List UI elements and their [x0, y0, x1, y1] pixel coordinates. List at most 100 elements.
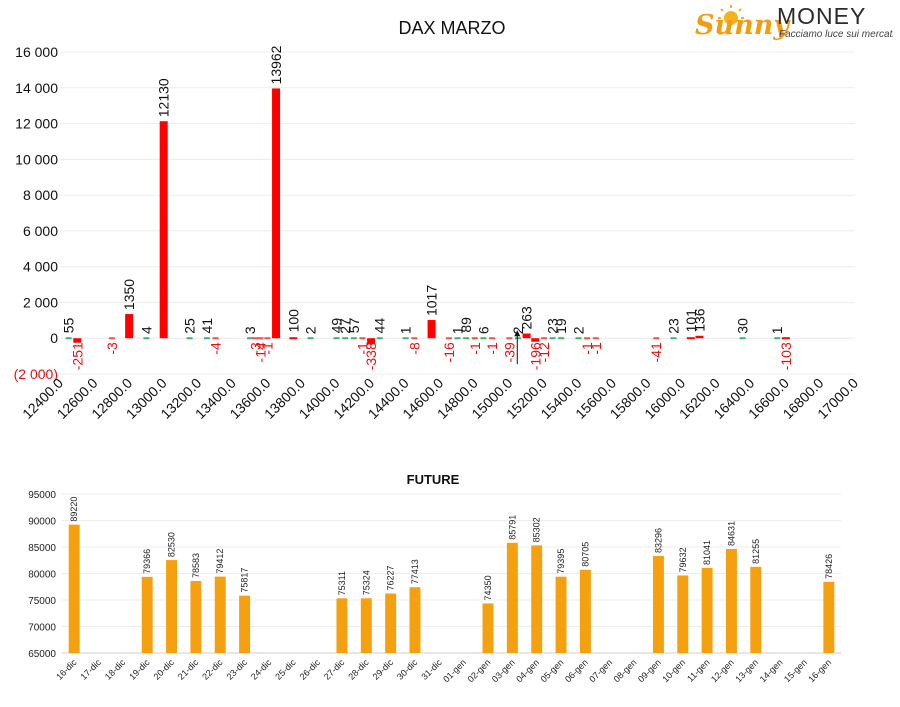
bar	[463, 337, 470, 340]
x-tick-label: 25-dic	[273, 657, 298, 682]
data-label: 30	[735, 318, 751, 334]
data-label: 25	[182, 318, 198, 334]
bar	[272, 88, 281, 339]
data-label: -1	[579, 342, 595, 355]
data-label: 2	[510, 326, 526, 334]
bar	[342, 337, 349, 340]
y-tick-label: 10 000	[15, 151, 58, 167]
bottom-gridlines	[62, 493, 841, 654]
x-tick-label: 27-dic	[322, 657, 347, 682]
bar	[247, 337, 254, 340]
data-label: -1	[354, 342, 370, 355]
bottom-y-axis: 65000 70000 75000 80000 85000 90000 95000	[28, 490, 56, 660]
data-label: 85791	[507, 515, 517, 540]
bar	[445, 337, 452, 340]
data-label: -1	[467, 342, 483, 355]
bottom-bars	[68, 524, 835, 653]
bar	[471, 337, 478, 340]
data-label: -103	[778, 342, 794, 370]
bar	[774, 337, 781, 340]
data-label: 83296	[653, 528, 663, 553]
bar	[239, 595, 251, 653]
x-tick-label: 18-dic	[103, 657, 128, 682]
data-label: -16	[441, 342, 457, 362]
data-label: 6	[475, 326, 491, 334]
bar	[264, 337, 271, 340]
y-tick-label: 4 000	[23, 259, 58, 275]
data-label: 263	[519, 306, 535, 330]
bottom-data-labels: 89220 79366 82530 78583 79412 75817 75311 75324…	[69, 497, 834, 601]
data-label: 2	[570, 326, 586, 334]
data-label: 82530	[167, 532, 177, 557]
y-tick-label: 70000	[28, 623, 56, 634]
data-label: 75324	[361, 570, 371, 595]
logo-tagline: Facciamo luce sui mercati	[779, 29, 893, 40]
data-label: 76227	[386, 565, 396, 590]
bar	[212, 337, 219, 340]
bar	[686, 337, 695, 340]
bar	[506, 542, 518, 653]
bar	[166, 560, 178, 653]
top-y-axis: (2 000) 0 2 000 4 000 6 000 8 000 10 000 12 000…	[14, 44, 59, 382]
bar	[506, 337, 513, 340]
bar	[781, 337, 790, 340]
x-tick-label: 16-dic	[54, 657, 79, 682]
data-label: 75817	[240, 568, 250, 593]
logo-script: Sunny	[695, 10, 791, 41]
data-label: 41	[199, 318, 215, 334]
x-tick-label: 12-gen	[709, 657, 736, 684]
bar	[336, 598, 348, 653]
data-label: 101	[683, 309, 699, 333]
bar	[186, 337, 193, 340]
bar	[350, 337, 357, 340]
x-tick-label: 21-dic	[176, 657, 201, 682]
data-label: 100	[285, 309, 301, 333]
data-label: 81041	[702, 540, 712, 565]
bar	[289, 337, 298, 340]
data-label: 81255	[751, 539, 761, 564]
current-price-marker	[514, 330, 521, 365]
x-tick-label: 28-dic	[346, 657, 371, 682]
bar	[540, 337, 547, 340]
data-label: 1	[450, 326, 466, 334]
x-tick-label: 19-dic	[127, 657, 152, 682]
sunny-money-logo: Sunny MONEY Facciamo luce sui mercati	[695, 3, 893, 41]
y-tick-label: 0	[50, 330, 58, 346]
y-tick-label: (2 000)	[14, 366, 58, 382]
y-tick-label: 65000	[28, 649, 56, 660]
y-tick-label: 85000	[28, 543, 56, 554]
bar	[402, 337, 409, 340]
data-label: 27	[337, 318, 353, 334]
data-label: 1350	[121, 279, 137, 310]
data-label: 79632	[678, 547, 688, 572]
x-tick-label: 02-gen	[466, 657, 493, 684]
bar	[141, 576, 153, 653]
data-label: 75311	[337, 571, 347, 595]
y-tick-label: 6 000	[23, 223, 58, 239]
bar	[522, 333, 531, 339]
data-label: -1	[588, 342, 604, 355]
x-tick-label: 17-dic	[79, 657, 104, 682]
data-label: 78583	[191, 553, 201, 578]
bar	[549, 337, 556, 340]
bar	[575, 337, 582, 340]
x-tick-label: 16-gen	[806, 657, 833, 684]
data-label: 85302	[532, 517, 542, 542]
y-tick-label: 16 000	[15, 44, 58, 60]
logo-caps: MONEY	[777, 3, 866, 29]
y-tick-label: 2 000	[23, 294, 58, 310]
y-tick-label: 8 000	[23, 187, 58, 203]
bar	[555, 576, 567, 653]
top-x-axis: 12400.012600.012800.013000.013200.013400…	[19, 375, 861, 422]
data-label: -196	[527, 342, 543, 370]
y-tick-label: 12 000	[15, 116, 58, 132]
x-tick-label: 03-gen	[490, 657, 517, 684]
bar	[73, 338, 82, 343]
data-label: -1	[259, 342, 275, 355]
data-label: 84631	[726, 521, 736, 546]
chart-title: FUTURE	[407, 472, 460, 487]
data-label: 49	[329, 318, 345, 334]
bar	[514, 337, 521, 340]
bottom-x-axis: 16-dic 17-dic 18-dic 19-dic 20-dic 21-dic 22-d…	[54, 657, 833, 684]
